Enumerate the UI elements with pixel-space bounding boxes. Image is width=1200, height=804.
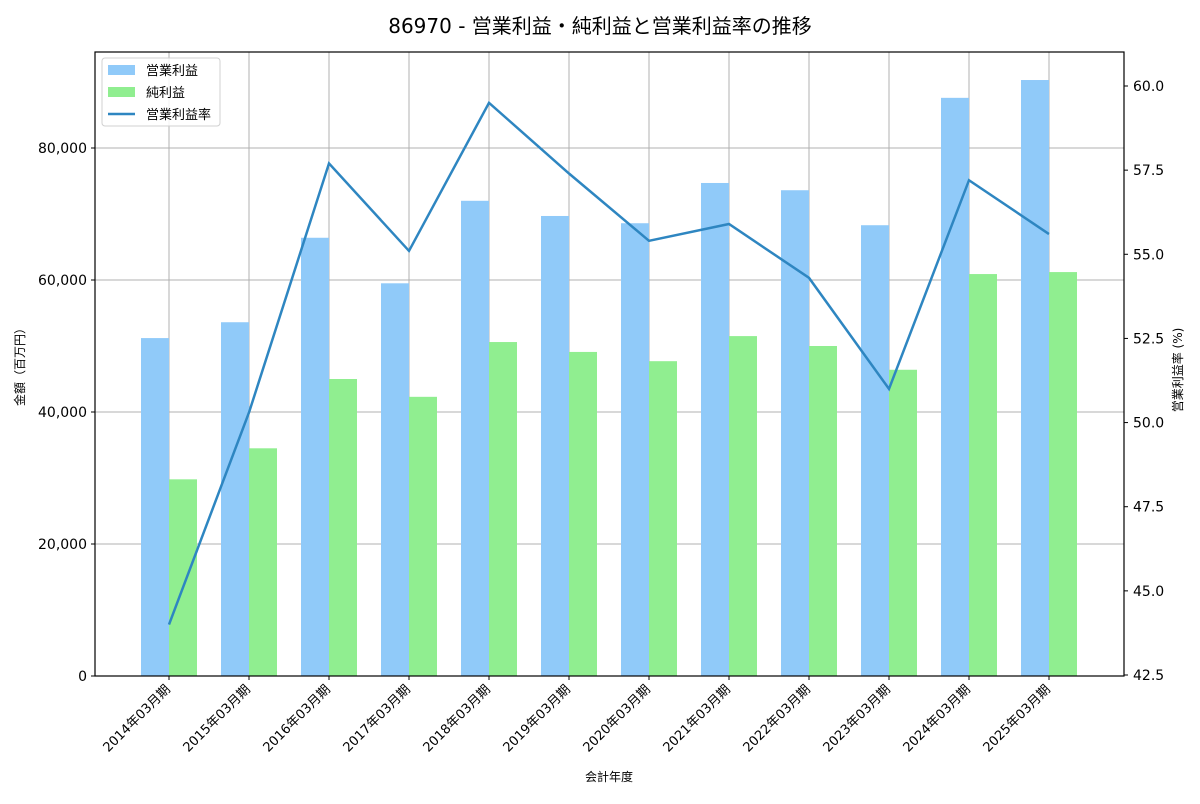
legend-swatch-icon xyxy=(108,65,135,75)
bar-operating-profit xyxy=(141,338,169,676)
bar-net-profit xyxy=(169,479,197,676)
right-tick-label: 47.5 xyxy=(1133,500,1164,516)
right-axis-ticks: 42.5 45.0 47.5 50.0 52.5 55.0 57.5 60.0 xyxy=(1124,79,1164,684)
x-tick-label: 2015年03月期 xyxy=(181,682,254,755)
left-tick-label: 20,000 xyxy=(38,537,87,553)
bar-net-profit xyxy=(969,274,997,676)
axes-frame xyxy=(94,51,1125,677)
bar-operating-profit xyxy=(541,215,569,677)
right-tick-label: 60.0 xyxy=(1133,79,1164,95)
x-tick-label: 2014年03月期 xyxy=(101,682,174,755)
bar-net-profit xyxy=(729,336,757,676)
bar-net-profit xyxy=(329,379,357,676)
bar-operating-profit xyxy=(701,182,729,677)
right-tick-label: 50.0 xyxy=(1133,416,1164,432)
right-tick-label: 45.0 xyxy=(1133,584,1164,600)
bar-net-profit xyxy=(409,396,437,676)
legend-label: 営業利益率 xyxy=(146,107,211,123)
x-tick-label: 2019年03月期 xyxy=(501,682,574,755)
x-tick-label: 2020年03月期 xyxy=(581,682,654,755)
bar-operating-profit xyxy=(301,237,329,676)
bar-operating-profit xyxy=(781,190,809,677)
bar-net-profit xyxy=(249,448,277,676)
right-tick-label: 55.0 xyxy=(1133,247,1164,263)
bar-operating-profit xyxy=(861,225,889,676)
x-tick-label: 2017年03月期 xyxy=(341,682,414,755)
right-tick-label: 42.5 xyxy=(1133,668,1164,684)
bar-operating-profit xyxy=(461,200,489,677)
legend-swatch-icon xyxy=(108,87,135,97)
x-axis-label: 会計年度 xyxy=(585,769,633,784)
y-axis-label-left: 金額（百万円） xyxy=(12,322,27,406)
bar-net-profit xyxy=(569,351,597,676)
left-tick-label: 60,000 xyxy=(38,273,87,289)
bar-net-profit xyxy=(1049,272,1077,676)
left-tick-label: 0 xyxy=(78,669,87,685)
legend-label: 営業利益 xyxy=(146,63,198,79)
x-axis-ticks: 2014年03月期 2015年03月期 2016年03月期 2017年03月期 2018… xyxy=(101,676,1054,756)
bar-series xyxy=(141,80,1077,677)
x-tick-label: 2022年03月期 xyxy=(741,682,814,755)
x-tick-label: 2021年03月期 xyxy=(661,682,734,755)
y-axis-label-right: 営業利益率 (%) xyxy=(1170,328,1185,413)
bar-operating-profit xyxy=(1021,80,1049,676)
bar-net-profit xyxy=(649,361,677,676)
left-tick-label: 80,000 xyxy=(38,141,87,157)
bar-net-profit xyxy=(889,369,917,676)
bar-operating-profit xyxy=(221,322,249,676)
legend-label: 純利益 xyxy=(146,86,185,101)
left-tick-label: 40,000 xyxy=(38,405,87,421)
right-tick-label: 57.5 xyxy=(1133,163,1164,179)
line-operating-margin xyxy=(167,100,1050,625)
x-tick-label: 2018年03月期 xyxy=(421,682,494,755)
bar-operating-profit xyxy=(941,97,969,677)
x-tick-label: 2016年03月期 xyxy=(261,682,334,755)
x-tick-label: 2024年03月期 xyxy=(901,682,974,755)
x-tick-label: 2025年03月期 xyxy=(981,682,1054,755)
chart-title: 86970 - 営業利益・純利益と営業利益率の推移 xyxy=(388,14,812,38)
x-tick-label: 2023年03月期 xyxy=(821,682,894,755)
right-tick-label: 52.5 xyxy=(1133,331,1164,347)
bar-operating-profit xyxy=(621,223,649,677)
bar-operating-profit xyxy=(381,283,409,676)
bar-net-profit xyxy=(809,346,837,676)
left-axis-ticks: 0 20,000 40,000 60,000 80,000 xyxy=(38,141,95,685)
bar-net-profit xyxy=(489,342,517,676)
